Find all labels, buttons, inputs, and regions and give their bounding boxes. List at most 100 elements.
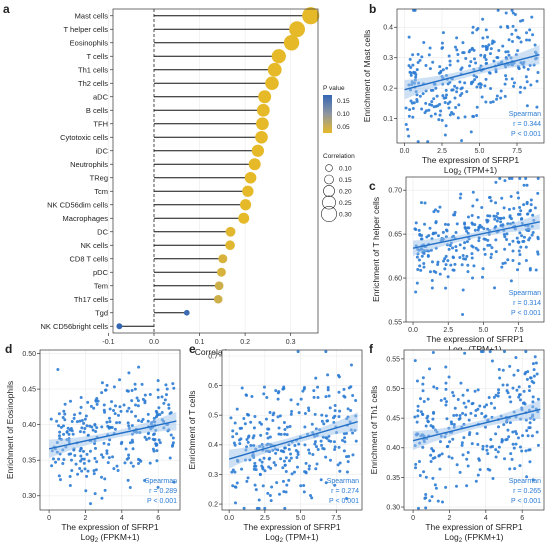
- scatter-point: [325, 419, 329, 423]
- lollipop-point: [183, 309, 190, 316]
- scatter-point: [131, 447, 135, 451]
- scatter-point: [460, 441, 464, 445]
- scatter-point: [308, 451, 312, 455]
- scatter-point: [429, 424, 433, 428]
- scatter-point: [502, 423, 506, 427]
- scatter-point: [83, 426, 87, 430]
- scatter-point: [243, 422, 247, 426]
- scatter-point: [434, 270, 438, 274]
- scatter-point: [418, 397, 422, 401]
- scatter-point: [307, 406, 311, 410]
- scatter-point: [509, 452, 513, 456]
- scatter-point: [531, 478, 535, 482]
- scatter-point: [500, 196, 504, 200]
- scatter-point: [82, 430, 86, 434]
- scatter-point: [421, 389, 425, 393]
- scatter-point: [497, 388, 501, 392]
- scatter-point: [493, 406, 497, 410]
- scatter-point: [108, 407, 112, 411]
- scatter-point: [500, 437, 504, 441]
- scatter-point: [522, 235, 526, 239]
- scatter-point: [51, 457, 55, 461]
- scatter-point: [511, 442, 515, 446]
- y-axis-title: Enrichment of Mast cells: [362, 30, 372, 123]
- scatter-point: [57, 412, 61, 416]
- scatter-point: [274, 451, 278, 455]
- scatter-point: [452, 422, 456, 426]
- scatter-point: [268, 493, 272, 497]
- scatter-point: [434, 486, 438, 490]
- panel-label-f: f: [369, 342, 374, 356]
- scatter-point: [420, 201, 424, 205]
- scatter-point: [441, 500, 445, 504]
- lollipop-point: [214, 281, 224, 291]
- scatter-point: [526, 434, 530, 438]
- scatter-point: [532, 374, 536, 378]
- scatter-point: [234, 485, 238, 489]
- scatter-point: [344, 455, 348, 459]
- scatter-point: [58, 434, 62, 438]
- stat-r: r = 0.344: [513, 121, 541, 128]
- panel-f-scatter-th1-cells: f 0 2 4 6 0.30 0.35 0.40 0.45 0.50 0.55 Spearman r =…: [369, 342, 545, 544]
- scatter-point: [409, 71, 413, 75]
- scatter-point: [470, 221, 474, 225]
- scatter-point: [105, 449, 109, 453]
- scatter-point: [408, 57, 412, 61]
- scatter-point: [471, 114, 475, 118]
- lollipop-point: [218, 254, 228, 264]
- scatter-point: [475, 85, 479, 89]
- scatter-point: [496, 216, 500, 220]
- scatter-point: [534, 268, 538, 272]
- scatter-point: [271, 413, 275, 417]
- scatter-point: [107, 426, 111, 430]
- scatter-point: [89, 502, 93, 506]
- scatter-point: [484, 44, 488, 48]
- scatter-point: [466, 450, 470, 454]
- scatter-point: [525, 80, 529, 84]
- scatter-point: [524, 176, 528, 180]
- scatter-point: [490, 359, 494, 363]
- y-tick-label: 0.30: [22, 493, 36, 500]
- scatter-point: [505, 437, 509, 441]
- scatter-point: [448, 59, 452, 63]
- scatter-point: [268, 411, 272, 415]
- scatter-point: [108, 420, 112, 424]
- scatter-point: [453, 406, 457, 410]
- scatter-point: [58, 430, 62, 434]
- scatter-point: [130, 410, 134, 414]
- x-axis-title: The expression of SFRP1: [243, 522, 341, 532]
- scatter-point: [536, 252, 540, 256]
- scatter-point: [445, 229, 449, 233]
- scatter-point: [332, 440, 336, 444]
- scatter-point: [453, 45, 457, 49]
- scatter-point: [240, 467, 244, 471]
- scatter-point: [409, 66, 413, 70]
- scatter-point: [103, 488, 107, 492]
- scatter-point: [431, 350, 435, 354]
- scatter-point: [420, 254, 424, 258]
- scatter-point: [438, 440, 442, 444]
- scatter-point: [333, 445, 337, 449]
- scatter-point: [129, 461, 133, 465]
- scatter-point: [233, 501, 237, 505]
- regression-line: [404, 54, 540, 91]
- scatter-point: [507, 53, 511, 57]
- scatter-point: [449, 420, 453, 424]
- scatter-point: [120, 440, 124, 444]
- scatter-point: [93, 422, 97, 426]
- scatter-point: [87, 459, 91, 463]
- scatter-point: [415, 420, 419, 424]
- scatter-point: [525, 183, 529, 187]
- y-tick-label: 0.35: [386, 475, 400, 482]
- scatter-point: [283, 446, 287, 450]
- scatter-point: [497, 367, 501, 371]
- scatter-point: [510, 176, 514, 180]
- scatter-point: [327, 394, 331, 398]
- stat-r: r = 0.265: [513, 488, 541, 495]
- scatter-point: [70, 469, 74, 473]
- scatter-point: [519, 40, 523, 44]
- scatter-point: [299, 397, 303, 401]
- scatter-point: [68, 399, 72, 403]
- scatter-point: [238, 426, 242, 430]
- scatter-point: [527, 238, 531, 242]
